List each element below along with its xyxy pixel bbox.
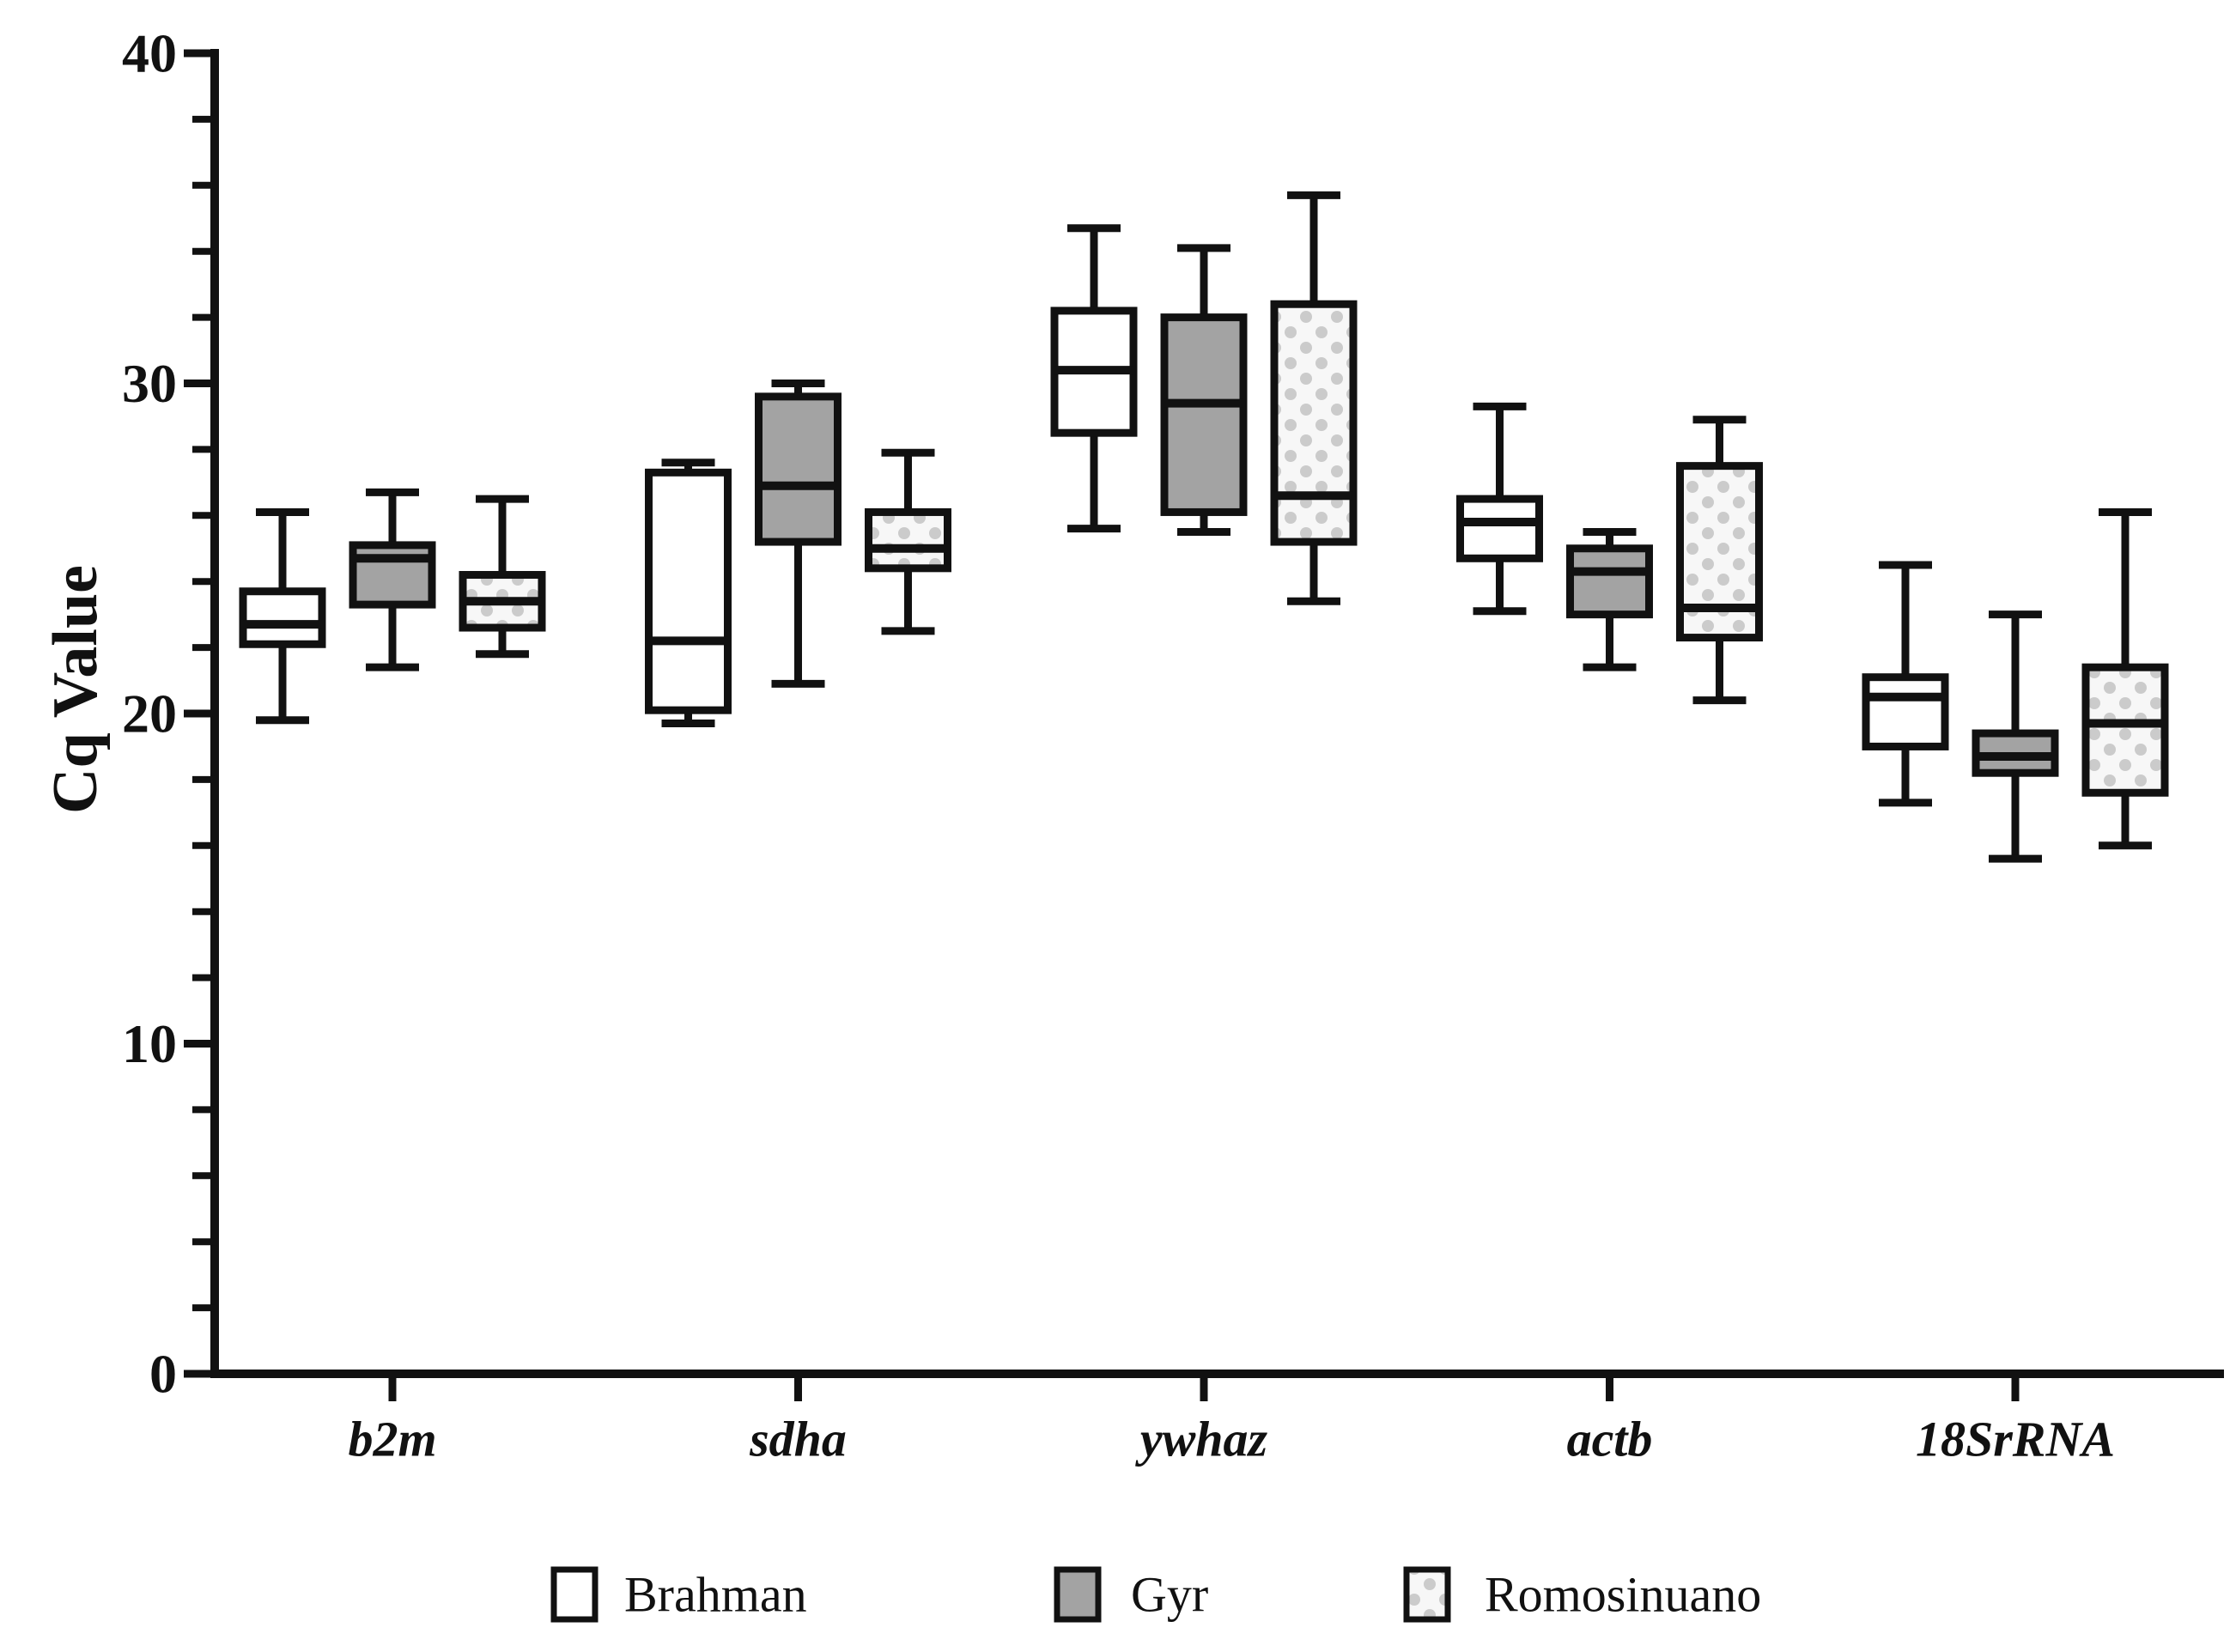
box-sdha-gyr [755, 380, 842, 688]
box-18SrRNA-romosinuano [2081, 507, 2169, 850]
y-axis-ticks: 0 10 20 30 40 [122, 23, 215, 1405]
iqr-box [865, 507, 951, 573]
legend-label: Romosinuano [1485, 1567, 1761, 1623]
box-ywhaz-brahman [1050, 224, 1138, 533]
legend-swatch-dots [1403, 1566, 1451, 1623]
iqr-box [1566, 544, 1653, 619]
iqr-box [1456, 495, 1543, 562]
box-actb-gyr [1566, 528, 1653, 671]
box-actb-brahman [1456, 402, 1543, 616]
box-b2m-romosinuano [459, 495, 546, 659]
box-18SrRNA-gyr [1972, 610, 2059, 863]
legend-entry-gyr: Gyr [1054, 1566, 1208, 1623]
legend-entry-romosinuano: Romosinuano [1403, 1566, 1761, 1623]
legend-label: Gyr [1131, 1567, 1208, 1623]
box-sdha-brahman [645, 459, 732, 728]
iqr-box [755, 392, 842, 546]
box-actb-romosinuano [1676, 416, 1763, 705]
y-tick-label: 20 [122, 683, 177, 744]
box-ywhaz-romosinuano [1270, 191, 1358, 605]
iqr-box [1270, 300, 1358, 546]
legend-label: Brahman [624, 1567, 807, 1623]
box-ywhaz-gyr [1160, 244, 1248, 537]
x-label-18SrRNA: 18SrRNA [1916, 1412, 2115, 1467]
box-sdha-romosinuano [865, 448, 951, 635]
legend-swatch-gray [1054, 1566, 1102, 1623]
y-tick-label: 0 [149, 1344, 177, 1405]
iqr-box [1862, 673, 1949, 750]
x-axis-ticks [388, 1374, 2020, 1401]
iqr-box [645, 468, 732, 714]
x-label-ywhaz: ywhaz [1135, 1412, 1268, 1467]
box-b2m-gyr [349, 488, 436, 671]
x-label-actb: actb [1567, 1412, 1653, 1467]
iqr-box [2081, 663, 2169, 797]
x-label-b2m: b2m [348, 1412, 436, 1467]
iqr-box [1160, 313, 1248, 516]
box-series [239, 191, 2169, 863]
box-b2m-brahman [239, 507, 326, 725]
y-tick-label: 10 [122, 1013, 177, 1074]
x-label-sdha: sdha [749, 1412, 847, 1467]
box-18SrRNA-brahman [1862, 561, 1949, 807]
y-tick-label: 40 [122, 23, 177, 84]
legend: Brahman Gyr Romosinuano [550, 1566, 1761, 1623]
y-tick-label: 30 [122, 353, 177, 414]
y-axis-title: Cq Value [40, 565, 111, 814]
legend-swatch-white [550, 1566, 598, 1623]
iqr-box [239, 587, 326, 648]
x-axis-labels: b2m sdha ywhaz actb 18SrRNA [348, 1412, 2115, 1467]
legend-entry-brahman: Brahman [550, 1566, 807, 1623]
